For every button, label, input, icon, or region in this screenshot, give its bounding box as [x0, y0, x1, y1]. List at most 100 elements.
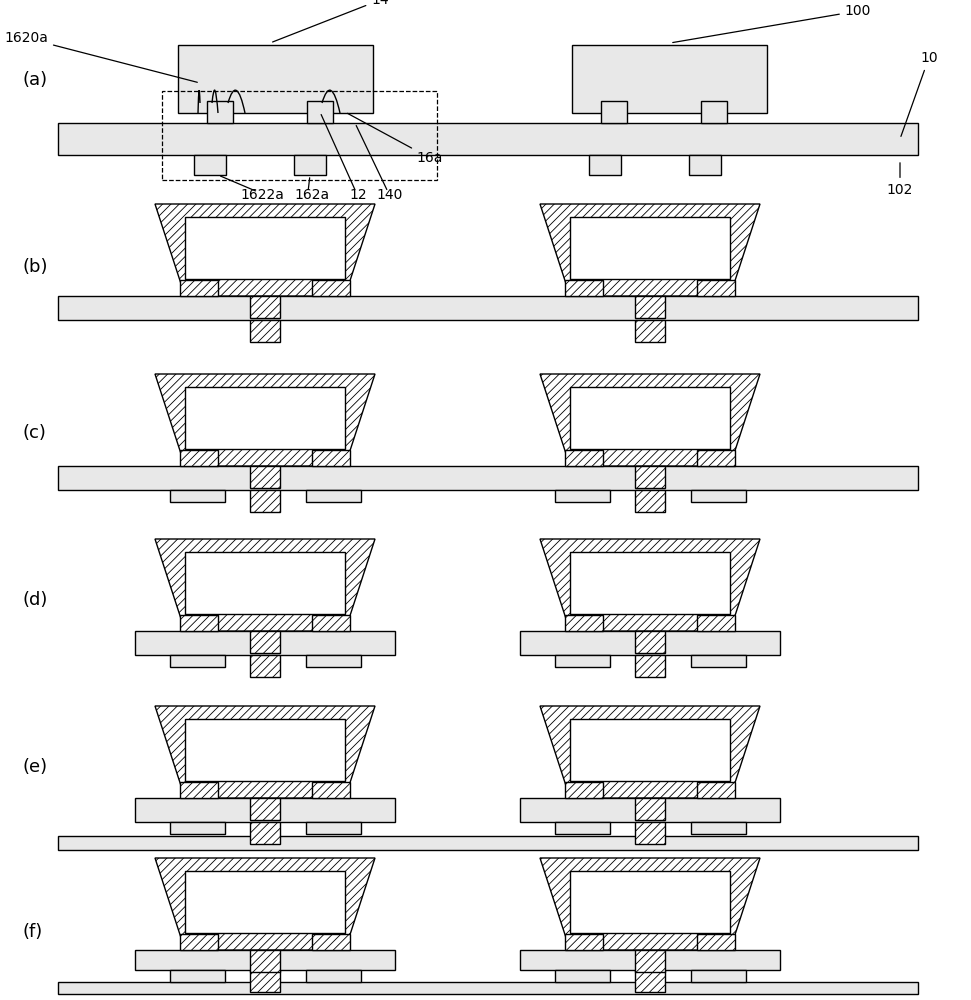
Bar — [312, 782, 350, 798]
Bar — [58, 123, 918, 155]
Bar — [58, 296, 918, 320]
Bar — [307, 101, 333, 123]
Bar — [691, 655, 746, 667]
Bar — [570, 217, 730, 279]
Bar — [170, 822, 225, 834]
Text: 1620a: 1620a — [4, 31, 197, 82]
Bar — [565, 934, 603, 950]
Bar — [306, 822, 361, 834]
Polygon shape — [540, 539, 760, 631]
Bar — [207, 101, 233, 123]
Bar — [194, 155, 226, 175]
Text: (f): (f) — [22, 923, 43, 941]
Text: (e): (e) — [22, 758, 48, 776]
Bar — [185, 217, 345, 279]
Bar — [689, 155, 721, 175]
Bar — [635, 490, 665, 512]
Bar — [180, 280, 218, 296]
Text: 10: 10 — [901, 51, 938, 136]
Bar — [635, 320, 665, 342]
Bar — [135, 950, 395, 970]
Bar — [555, 490, 610, 502]
Bar — [570, 552, 730, 614]
Bar — [635, 798, 665, 820]
Text: 162a: 162a — [294, 188, 329, 202]
Bar — [601, 101, 627, 123]
Text: (c): (c) — [22, 424, 46, 442]
Bar — [635, 466, 665, 488]
Bar — [170, 655, 225, 667]
Polygon shape — [155, 858, 375, 950]
Bar — [520, 631, 780, 655]
Bar — [635, 631, 665, 653]
Text: 100: 100 — [673, 4, 871, 43]
Bar — [555, 970, 610, 982]
Polygon shape — [155, 374, 375, 466]
Bar — [570, 387, 730, 449]
Bar — [570, 871, 730, 933]
Bar — [565, 280, 603, 296]
Text: (a): (a) — [22, 71, 48, 89]
Bar — [250, 466, 280, 488]
Bar — [635, 950, 665, 972]
Bar — [589, 155, 621, 175]
Bar — [180, 782, 218, 798]
Bar — [691, 822, 746, 834]
Bar — [697, 615, 735, 631]
Bar — [250, 490, 280, 512]
Bar — [58, 466, 918, 490]
Bar — [185, 719, 345, 781]
Text: 14: 14 — [273, 0, 388, 42]
Bar — [565, 782, 603, 798]
Bar — [306, 655, 361, 667]
Text: 16a: 16a — [348, 113, 443, 165]
Polygon shape — [540, 858, 760, 950]
Polygon shape — [155, 204, 375, 296]
Bar — [635, 970, 665, 992]
Bar — [162, 91, 437, 180]
Bar — [312, 450, 350, 466]
Polygon shape — [540, 706, 760, 798]
Bar — [185, 871, 345, 933]
Bar — [555, 655, 610, 667]
Bar — [306, 970, 361, 982]
Bar — [250, 631, 280, 653]
Text: 102: 102 — [887, 163, 913, 197]
Bar — [312, 934, 350, 950]
Bar — [635, 655, 665, 677]
Bar — [691, 970, 746, 982]
Polygon shape — [155, 706, 375, 798]
Bar — [691, 490, 746, 502]
Polygon shape — [155, 539, 375, 631]
Bar — [250, 822, 280, 844]
Text: (d): (d) — [22, 591, 48, 609]
Bar — [170, 490, 225, 502]
Bar — [565, 450, 603, 466]
Bar — [697, 280, 735, 296]
Bar — [570, 719, 730, 781]
Bar — [135, 798, 395, 822]
Bar — [180, 615, 218, 631]
Bar — [250, 655, 280, 677]
Bar — [697, 934, 735, 950]
Text: 12: 12 — [350, 188, 367, 202]
Bar — [250, 798, 280, 820]
Bar — [555, 822, 610, 834]
Bar — [701, 101, 727, 123]
Bar — [185, 387, 345, 449]
Text: 140: 140 — [377, 188, 403, 202]
Bar — [312, 280, 350, 296]
Bar — [185, 552, 345, 614]
Bar — [520, 798, 780, 822]
Bar — [135, 631, 395, 655]
Bar — [250, 296, 280, 318]
Bar — [697, 450, 735, 466]
Bar — [306, 490, 361, 502]
Polygon shape — [540, 374, 760, 466]
Bar — [178, 45, 373, 113]
Bar — [697, 782, 735, 798]
Bar — [312, 615, 350, 631]
Text: (b): (b) — [22, 258, 48, 276]
Bar — [635, 822, 665, 844]
Text: 1622a: 1622a — [240, 188, 284, 202]
